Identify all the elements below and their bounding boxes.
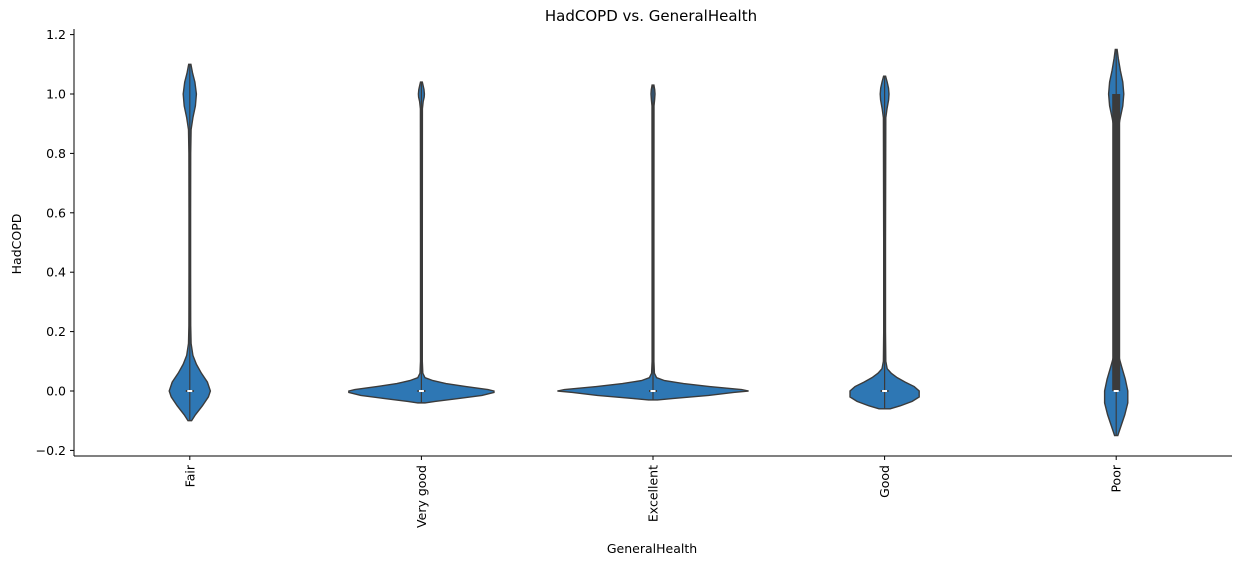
violin-median-marker xyxy=(187,390,193,392)
violin-good xyxy=(849,75,920,410)
violin-fair xyxy=(168,63,212,422)
x-axis-ticks: Fair Very good Excellent Good Poor xyxy=(182,456,1124,528)
y-tick-label: 0.2 xyxy=(46,324,66,339)
violin-excellent xyxy=(557,84,749,401)
y-tick-label: −0.2 xyxy=(36,443,66,458)
y-tick-label: 1.0 xyxy=(46,87,66,102)
x-tick-label: Good xyxy=(877,465,892,498)
x-axis-title: GeneralHealth xyxy=(607,541,697,556)
x-tick-label: Fair xyxy=(182,464,197,487)
violin-iqr-box xyxy=(1112,94,1121,391)
violins-layer xyxy=(168,48,1129,437)
y-tick-label: 0.8 xyxy=(46,146,66,161)
y-tick-label: 1.2 xyxy=(46,27,66,42)
violin-very-good xyxy=(348,81,495,404)
y-axis-title: HadCOPD xyxy=(9,214,24,275)
x-tick-label: Very good xyxy=(414,465,429,528)
violin-median-marker xyxy=(882,390,888,392)
chart-title: HadCOPD vs. GeneralHealth xyxy=(545,7,757,25)
y-tick-label: 0.6 xyxy=(46,205,66,220)
y-tick-label: 0.0 xyxy=(46,384,66,399)
violin-median-marker xyxy=(418,390,424,392)
violin-median-marker xyxy=(650,390,656,392)
y-tick-label: 0.4 xyxy=(46,265,66,280)
violin-poor xyxy=(1103,48,1129,437)
y-axis-ticks: −0.2 0.0 0.2 0.4 0.6 0.8 1.0 1.2 xyxy=(36,27,74,458)
x-tick-label: Excellent xyxy=(646,465,661,522)
violin-median-marker xyxy=(1113,390,1119,392)
x-tick-label: Poor xyxy=(1109,464,1124,492)
